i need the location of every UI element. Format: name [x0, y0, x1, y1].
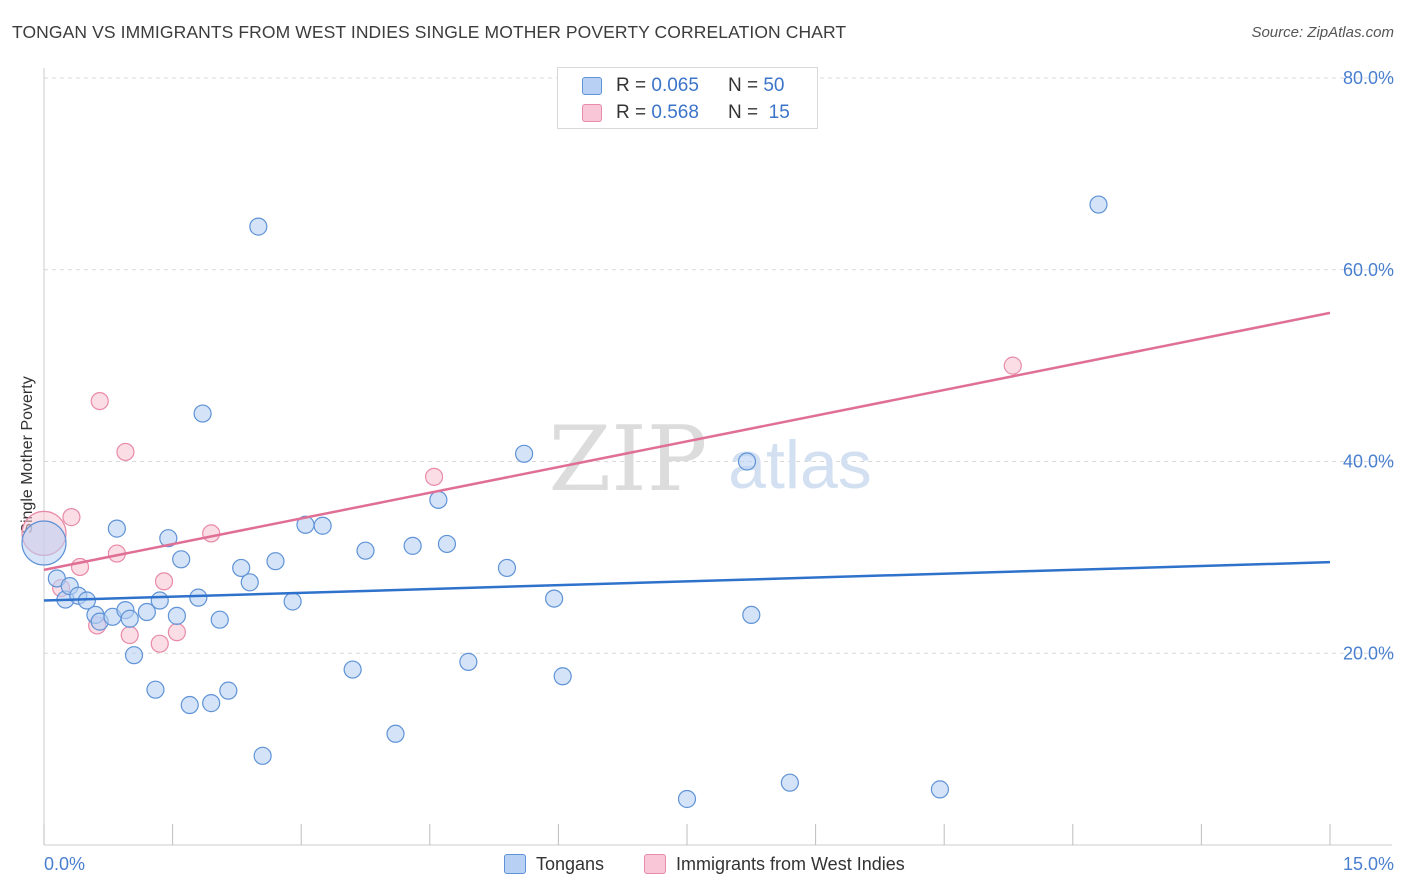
legend-r-value: 0.065 — [651, 75, 699, 96]
tongans-point — [210, 610, 229, 629]
tongans-point — [107, 519, 126, 538]
west-indies-point — [116, 442, 135, 462]
y-tick-label: 60.0% — [1343, 260, 1394, 280]
tongans-point — [120, 609, 139, 628]
x-tick-label: 15.0% — [1343, 854, 1394, 874]
tongans-point — [545, 589, 564, 608]
legend-r-value: 0.568 — [651, 102, 699, 123]
trend-lines — [43, 311, 1331, 602]
west-indies-point — [62, 508, 81, 527]
y-tick-label: 20.0% — [1343, 643, 1394, 663]
tongans-point — [146, 680, 165, 699]
tongans-point — [429, 490, 448, 509]
legend-n-label: N = — [727, 75, 759, 96]
legend-swatch-pink — [582, 104, 602, 122]
bottom-legend-west-indies: Immigrants from West Indies — [644, 852, 905, 876]
x-tick-label: 0.0% — [44, 854, 85, 874]
correlation-legend: R = 0.065 N = 50 R = 0.568 N = 15 — [557, 67, 818, 129]
legend-n-value: 15 — [768, 102, 790, 123]
west-indies-trend-line — [43, 311, 1331, 572]
tongans-point — [283, 592, 302, 611]
west-indies-point — [90, 391, 109, 411]
source-label: Source: ZipAtlas.com — [1251, 24, 1394, 41]
tongans-point — [249, 217, 268, 236]
y-tick-label: 80.0% — [1343, 68, 1394, 88]
y-tick-label: 40.0% — [1343, 452, 1394, 472]
tongans-point — [180, 695, 199, 715]
tongans-point — [219, 681, 238, 700]
tongans-trend-line — [43, 560, 1331, 602]
watermark: ZIP atlas — [549, 407, 872, 512]
tongans-point — [150, 591, 169, 610]
tongans-point — [253, 746, 272, 765]
tongans-point — [21, 520, 67, 566]
tongans-point — [386, 724, 405, 743]
tongans-point — [202, 694, 221, 713]
tongans-point — [193, 404, 212, 423]
legend-r-label: R = — [616, 102, 647, 123]
tongans-point — [497, 558, 517, 578]
tongans-point — [553, 667, 572, 686]
west-indies-point — [1003, 356, 1022, 375]
chart-title: TONGAN VS IMMIGRANTS FROM WEST INDIES SI… — [12, 22, 847, 42]
tongans-point — [1089, 195, 1108, 214]
west-indies-point — [202, 524, 221, 543]
tongans-point — [343, 660, 362, 679]
tongans-point — [677, 789, 697, 809]
tongans-point — [515, 444, 534, 463]
gridlines — [44, 77, 1392, 654]
west-indies-point — [424, 467, 444, 486]
tongans-point — [189, 588, 208, 607]
legend-row-west-indies: R = 0.568 N = 15 — [582, 101, 790, 125]
west-indies-point — [167, 623, 186, 642]
watermark-zip: ZIP — [549, 407, 708, 512]
legend-n-label: N = — [727, 102, 759, 123]
axes — [43, 68, 1392, 846]
tongans-point — [313, 516, 332, 535]
tongans-point — [437, 534, 457, 554]
bottom-legend-label: Immigrants from West Indies — [676, 853, 905, 874]
bottom-legend-label: Tongans — [536, 853, 605, 874]
tongans-point — [742, 605, 761, 625]
west-indies-point — [120, 625, 139, 645]
tongans-point — [737, 452, 757, 471]
west-indies-point — [154, 572, 174, 591]
bottom-legend-swatch-blue — [504, 854, 526, 874]
legend-r-label: R = — [616, 75, 647, 96]
tongans-point — [124, 646, 144, 665]
west-indies-point — [150, 634, 169, 653]
tick-labels: 20.0% 40.0% 60.0% 80.0% 0.0% 15.0% — [44, 68, 1394, 874]
legend-row-tongans: R = 0.065 N = 50 — [582, 74, 784, 98]
tongans-point — [232, 558, 251, 578]
tongans-point — [172, 550, 191, 569]
bottom-legend-tongans: Tongans — [504, 852, 604, 876]
bottom-legend-swatch-pink — [644, 854, 666, 874]
west-indies-points — [21, 356, 1022, 653]
tongans-points — [21, 195, 1108, 809]
legend-n-value: 50 — [763, 75, 785, 96]
tongans-point — [780, 773, 799, 792]
tongans-point — [403, 536, 422, 555]
tongans-point — [459, 652, 478, 671]
tongans-point — [137, 602, 156, 622]
legend-swatch-blue — [582, 77, 602, 95]
tongans-point — [159, 529, 178, 548]
tongans-point — [240, 573, 259, 592]
tongans-point — [356, 541, 375, 560]
tongans-point — [167, 606, 186, 625]
tongans-point — [266, 552, 285, 571]
tongans-point — [930, 780, 950, 799]
